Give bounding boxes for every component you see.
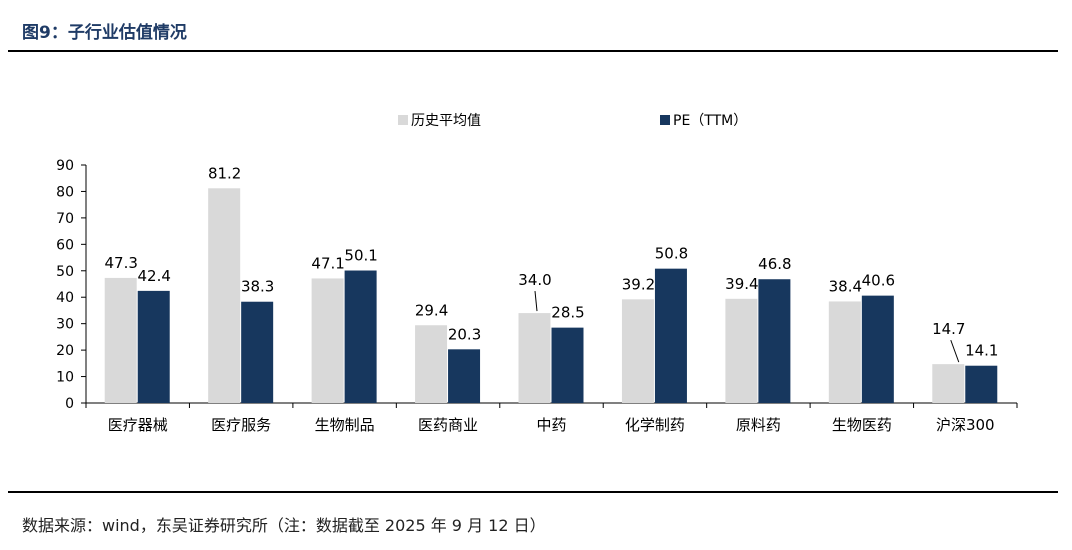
bar-pe-ttm xyxy=(448,349,481,403)
x-category-label: 沪深300 xyxy=(936,416,995,434)
x-category-label: 原料药 xyxy=(736,416,781,434)
data-label: 28.5 xyxy=(551,304,584,322)
bar-historical-avg xyxy=(725,298,758,403)
y-tick-label: 90 xyxy=(56,158,74,174)
data-label: 81.2 xyxy=(208,164,241,182)
data-label-leader xyxy=(950,339,960,363)
x-category-label: 医药商业 xyxy=(418,416,478,434)
bar-pe-ttm xyxy=(551,327,584,403)
data-label: 34.0 xyxy=(518,271,551,289)
data-label: 14.7 xyxy=(932,320,965,338)
y-tick-label: 80 xyxy=(56,184,74,200)
data-label: 42.4 xyxy=(138,267,171,285)
data-label: 50.8 xyxy=(655,245,688,263)
data-label: 50.1 xyxy=(344,247,377,265)
bar-chart: 0 10 20 30 40 50 60 70 80 90 47.342.4 医疗器械 81.2 38.3 医… xyxy=(56,113,1018,434)
x-category-label: 生物医药 xyxy=(832,416,892,434)
data-label: 46.8 xyxy=(758,255,791,273)
y-tick-label: 30 xyxy=(56,317,74,333)
data-label: 38.3 xyxy=(241,278,274,296)
bar-historical-avg xyxy=(208,188,241,403)
legend-swatch xyxy=(660,115,670,125)
x-category-label: 医疗器械 xyxy=(108,416,168,434)
legend-label: PE（TTM） xyxy=(673,113,747,129)
bar-historical-avg xyxy=(104,277,137,403)
y-tick-label: 60 xyxy=(56,237,74,253)
y-tick-label: 70 xyxy=(56,211,74,227)
bar-pe-ttm xyxy=(241,301,274,403)
data-label: 39.2 xyxy=(622,275,655,293)
bar-pe-ttm xyxy=(344,270,377,403)
legend-label: 历史平均值 xyxy=(411,113,481,129)
bar-pe-ttm xyxy=(861,295,894,403)
data-label: 39.4 xyxy=(725,275,758,293)
y-tick-label: 10 xyxy=(56,370,74,386)
source-note: 数据来源：wind，东吴证券研究所（注：数据截至 2025 年 9 月 12 日… xyxy=(22,516,546,535)
y-tick-label: 50 xyxy=(56,264,74,280)
data-label: 47.3 xyxy=(105,254,138,272)
data-label: 47.1 xyxy=(311,254,344,272)
x-category-label: 中药 xyxy=(536,416,566,434)
bar-pe-ttm xyxy=(137,290,170,403)
bar-historical-avg xyxy=(518,313,551,403)
data-label: 14.1 xyxy=(965,342,998,360)
bar-historical-avg xyxy=(828,301,861,403)
bar-historical-avg xyxy=(311,278,344,403)
data-label: 40.6 xyxy=(862,272,895,290)
bottom-rule xyxy=(8,491,1058,493)
x-category-label: 化学制药 xyxy=(625,416,685,434)
bar-pe-ttm xyxy=(654,268,687,403)
data-label: 29.4 xyxy=(415,301,448,319)
x-category-label: 生物制品 xyxy=(315,416,375,434)
y-tick-label: 40 xyxy=(56,290,74,306)
y-tick-label: 0 xyxy=(65,396,74,412)
bar-pe-ttm xyxy=(758,279,791,403)
x-category-label: 医疗服务 xyxy=(211,416,271,434)
legend-swatch xyxy=(398,115,408,125)
bar-pe-ttm xyxy=(965,365,998,403)
y-tick-label: 20 xyxy=(56,343,74,359)
data-label: 20.3 xyxy=(448,325,481,343)
top-rule xyxy=(8,50,1058,52)
data-label: 38.4 xyxy=(829,277,862,295)
bar-historical-avg xyxy=(932,364,965,403)
bar-historical-avg xyxy=(621,299,654,403)
data-label-leader xyxy=(534,291,538,312)
figure-title: 图9：子行业估值情况 xyxy=(22,23,187,43)
bar-historical-avg xyxy=(415,325,448,403)
